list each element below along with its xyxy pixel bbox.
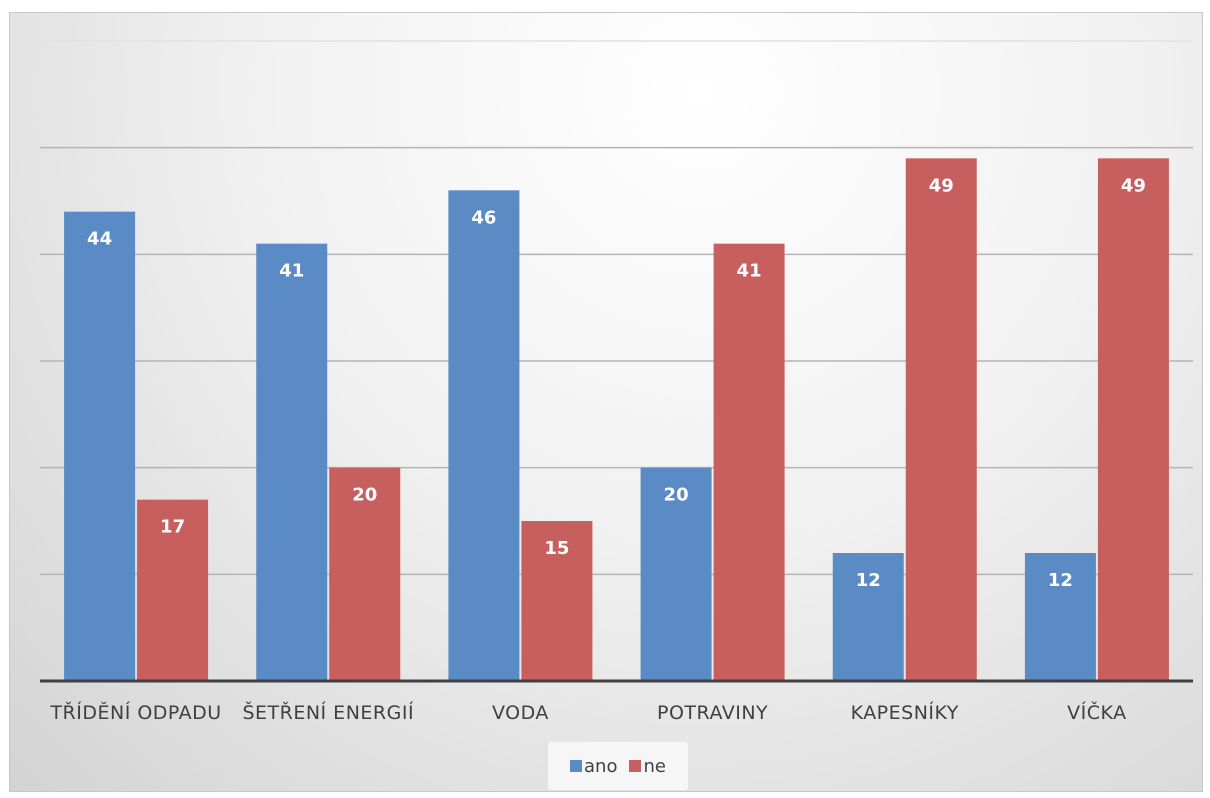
bar-ano-6 — [1024, 553, 1096, 681]
bar-ano-4 — [640, 467, 712, 681]
data-label-ne-2: 20 — [352, 485, 377, 506]
data-label-ano-3: 46 — [471, 207, 496, 228]
category-label-2: ŠETŘENÍ ENERGIÍ — [242, 700, 414, 724]
data-label-ne-6: 49 — [1121, 175, 1146, 196]
legend-item-ne: ne — [629, 755, 666, 777]
legend-label-ano: ano — [584, 755, 618, 777]
bar-ne-6 — [1097, 158, 1169, 682]
data-label-ano-6: 12 — [1048, 570, 1073, 591]
bar-ne-4 — [713, 243, 785, 681]
category-label-3: VODA — [492, 702, 549, 724]
data-label-ne-5: 49 — [929, 175, 954, 196]
legend-item-ano: ano — [570, 756, 617, 777]
legend: ano ne — [548, 742, 688, 790]
bar-ne-5 — [905, 158, 977, 682]
legend-swatch-ne — [629, 760, 642, 772]
bar-ano-2 — [256, 243, 328, 681]
category-label-4: POTRAVINY — [657, 702, 768, 724]
data-label-ne-3: 15 — [544, 538, 569, 559]
bar-ne-3 — [521, 521, 593, 681]
bar-ano-1 — [64, 211, 136, 681]
data-label-ano-2: 41 — [279, 261, 304, 282]
legend-swatch-ano — [570, 760, 583, 772]
category-label-1: TŘÍDĚNÍ ODPADU — [49, 701, 221, 724]
data-label-ne-4: 41 — [737, 261, 762, 282]
bars — [64, 158, 1169, 682]
data-label-ano-5: 12 — [856, 570, 881, 591]
legend-label-ne: ne — [643, 755, 666, 777]
data-label-ano-1: 44 — [87, 229, 112, 250]
category-labels: TŘÍDĚNÍ ODPADU ŠETŘENÍ ENERGIÍ VODA POTRAVI… — [49, 700, 1126, 724]
bar-ano-3 — [448, 190, 520, 682]
data-label-ano-4: 20 — [664, 485, 689, 506]
bar-ne-1 — [137, 499, 209, 681]
category-label-5: KAPESNÍKY — [851, 701, 959, 724]
category-label-6: VÍČKA — [1067, 700, 1127, 724]
data-label-ne-1: 17 — [160, 517, 185, 538]
bar-data-labels: 44 17 41 20 46 15 20 41 12 49 12 49 — [87, 175, 1146, 591]
bar-ano-5 — [832, 553, 904, 681]
bar-ne-2 — [329, 467, 401, 681]
gridlines — [40, 40, 1193, 576]
